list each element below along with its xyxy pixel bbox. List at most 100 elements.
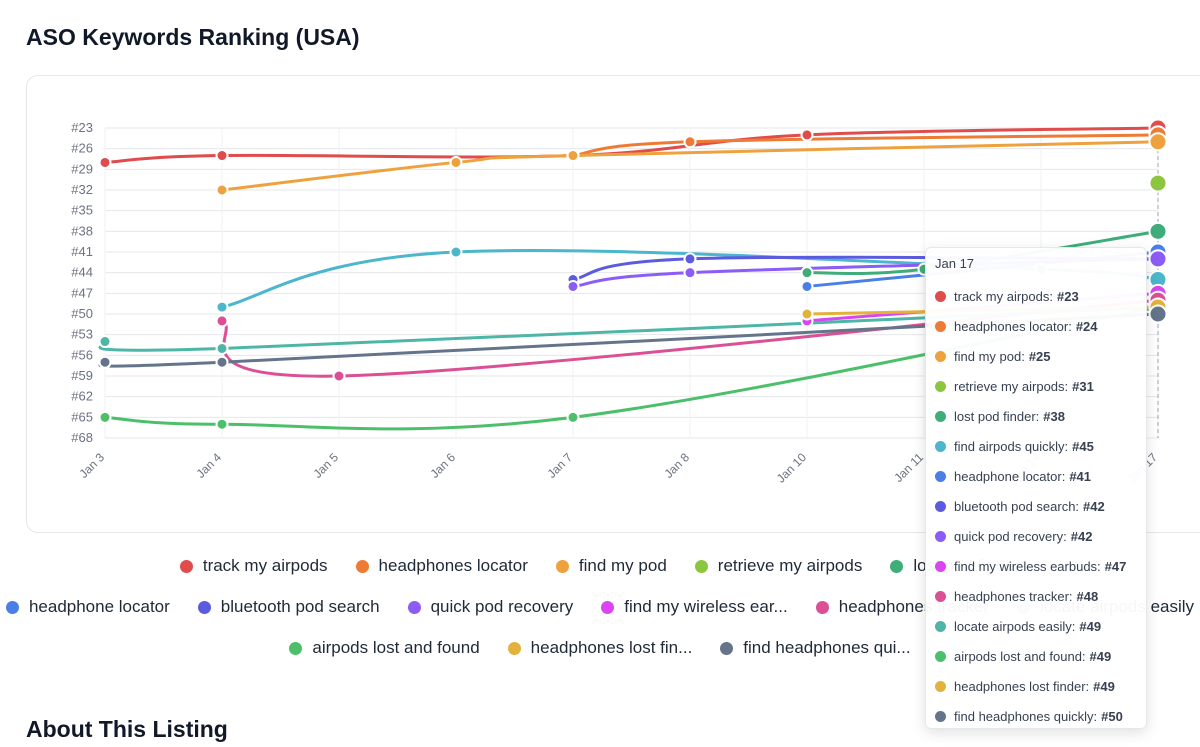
series-points — [98, 118, 1168, 431]
data-point[interactable] — [1148, 173, 1168, 193]
tooltip-label: airpods lost and found: — [954, 648, 1086, 664]
tooltip-label: headphones lost finder: — [954, 678, 1090, 694]
legend-swatch — [289, 641, 303, 655]
y-tick-label: #68 — [71, 430, 93, 445]
x-tick-label: Jan 3 — [76, 450, 107, 481]
legend-item[interactable]: find my pod — [555, 556, 667, 576]
tooltip-value: #49 — [1093, 678, 1115, 694]
x-tick-label: Jan 8 — [661, 450, 692, 481]
tooltip-row: quick pod recovery: #42 — [935, 521, 1137, 551]
data-point[interactable] — [1148, 304, 1168, 324]
y-tick-label: #56 — [71, 347, 93, 362]
tooltip-swatch — [935, 500, 946, 512]
chart-card — [26, 75, 1200, 533]
x-tick-label: Jan 10 — [774, 450, 810, 486]
x-tick-label: Jan 4 — [193, 450, 224, 481]
data-point[interactable] — [215, 300, 229, 314]
data-point[interactable] — [683, 135, 697, 149]
legend-label: retrieve my airpods — [717, 556, 863, 575]
data-point[interactable] — [215, 183, 229, 197]
tooltip-value: #41 — [1069, 468, 1092, 484]
data-point[interactable] — [1148, 132, 1168, 152]
y-tick-label: #59 — [71, 368, 93, 383]
data-point[interactable] — [215, 149, 229, 163]
legend-label: headphones locator — [378, 556, 528, 575]
series-line-headphones-locator — [571, 133, 1160, 158]
tooltip-row: find my pod: #25 — [935, 341, 1137, 371]
legend-item[interactable]: find my wireless ear... — [601, 597, 788, 617]
legend-swatch — [694, 559, 708, 573]
legend-swatch — [355, 559, 369, 573]
legend-item[interactable]: quick pod recovery — [407, 597, 574, 617]
tooltip-label: headphones locator: — [954, 318, 1072, 334]
tooltip-label: find airpods quickly: — [954, 438, 1069, 454]
legend-label: quick pod recovery — [430, 597, 574, 616]
tooltip-value: #45 — [1072, 438, 1094, 454]
y-tick-label: #62 — [71, 389, 93, 404]
tooltip-swatch — [935, 560, 946, 572]
data-point[interactable] — [683, 266, 697, 280]
data-point[interactable] — [215, 355, 229, 369]
tooltip-row: headphones lost finder: #49 — [935, 671, 1137, 701]
data-point[interactable] — [98, 155, 112, 169]
tooltip-row: lost pod finder: #38 — [935, 401, 1137, 431]
tooltip-row: headphones tracker: #48 — [935, 581, 1137, 611]
data-point[interactable] — [566, 149, 580, 163]
legend-label: track my airpods — [202, 556, 328, 575]
tooltip-value: #49 — [1079, 618, 1102, 634]
legend-item[interactable]: find headphones qui... — [720, 638, 911, 658]
legend-swatch — [890, 559, 904, 573]
data-point[interactable] — [800, 279, 814, 293]
tooltip-swatch — [935, 710, 946, 722]
tooltip-row: retrieve my airpods: #31 — [935, 371, 1137, 401]
y-tick-label: #23 — [71, 120, 93, 135]
tooltip-label: find my wireless earbuds: — [954, 558, 1101, 574]
data-point[interactable] — [683, 252, 697, 266]
tooltip-value: #25 — [1028, 348, 1051, 364]
data-point[interactable] — [332, 369, 346, 383]
tooltip-value: #23 — [1056, 288, 1079, 304]
series-line-find-my-pod — [220, 140, 1160, 192]
tooltip-swatch — [935, 530, 946, 542]
legend-item[interactable]: track my airpods — [179, 556, 328, 576]
y-tick-label: #29 — [71, 161, 93, 176]
data-point[interactable] — [215, 314, 229, 328]
legend-item[interactable]: retrieve my airpods — [694, 556, 863, 576]
data-point[interactable] — [1148, 221, 1168, 241]
data-point[interactable] — [98, 335, 112, 349]
data-point[interactable] — [800, 128, 814, 142]
chart-tooltip: Jan 17 track my airpods: #23 headphones lo… — [925, 247, 1147, 729]
legend-swatch — [179, 559, 193, 573]
legend-swatch — [601, 600, 615, 614]
data-point[interactable] — [215, 341, 229, 355]
x-tick-label: Jan 7 — [544, 450, 575, 481]
legend-item[interactable]: bluetooth pod search — [197, 597, 380, 617]
data-point[interactable] — [1148, 249, 1168, 269]
data-point[interactable] — [566, 410, 580, 424]
y-tick-label: #32 — [71, 182, 93, 197]
data-point[interactable] — [215, 417, 229, 431]
legend-label: bluetooth pod search — [220, 597, 380, 616]
tooltip-row: find airpods quickly: #45 — [935, 431, 1137, 461]
legend-item[interactable]: headphones lost fin... — [507, 638, 692, 658]
data-point[interactable] — [98, 355, 112, 369]
data-point[interactable] — [449, 155, 463, 169]
data-point[interactable] — [449, 245, 463, 259]
legend-item[interactable]: headphone locator — [5, 597, 170, 617]
legend-item[interactable]: airpods lost and found — [289, 638, 480, 658]
tooltip-value: #38 — [1043, 408, 1065, 424]
tooltip-row: bluetooth pod search: #42 — [935, 491, 1137, 521]
y-tick-label: #38 — [71, 223, 93, 238]
legend-item[interactable]: headphones locator — [355, 556, 528, 576]
data-point[interactable] — [566, 279, 580, 293]
tooltip-label: headphones tracker: — [954, 588, 1073, 604]
tooltip-row: locate airpods easily: #49 — [935, 611, 1137, 641]
data-point[interactable] — [800, 266, 814, 280]
y-axis: #23 #26 #29 #32 #35 #38 #41 #44 #47 #50 #53 #56 #59 #… — [71, 120, 93, 445]
data-point[interactable] — [98, 410, 112, 424]
data-point[interactable] — [800, 307, 814, 321]
tooltip-swatch — [935, 620, 946, 632]
legend-swatch — [407, 600, 421, 614]
legend-swatch — [555, 559, 569, 573]
